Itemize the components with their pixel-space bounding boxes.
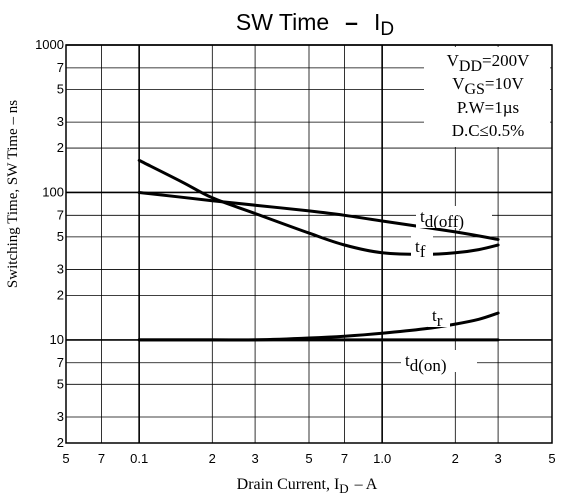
x-tick-label-7: 1.0 <box>373 451 391 466</box>
y-tick-label-7: 5 <box>57 229 64 244</box>
x-tick-label-9: 3 <box>494 451 501 466</box>
condition-0: VDD=200V <box>447 51 530 75</box>
x-tick-label-0: 5 <box>62 451 69 466</box>
y-tick-label-11: 7 <box>57 355 64 370</box>
y-tick-label-9: 2 <box>57 288 64 303</box>
conditions-box <box>424 47 550 147</box>
series-label-knockout-1 <box>411 236 433 258</box>
plot-frame <box>65 44 553 444</box>
series-label-knockout-3 <box>401 350 477 372</box>
y-tick-label-0: 1000 <box>35 37 64 52</box>
series-line-tf <box>137 158 500 256</box>
y-tick-label-6: 7 <box>57 207 64 222</box>
y-tick-label-5: 100 <box>42 184 64 199</box>
series-line-tdoff <box>137 191 500 241</box>
x-tick-label-8: 2 <box>452 451 459 466</box>
series-labels: td(off) tf tr td(on) <box>401 206 492 375</box>
x-tick-label-5: 5 <box>305 451 312 466</box>
y-tick-label-3: 3 <box>57 114 64 129</box>
x-axis-label: Drain Current, ID – A <box>237 476 378 496</box>
y-tick-label-1: 7 <box>57 60 64 75</box>
condition-3: D.C≤0.5% <box>452 121 525 140</box>
series-curves <box>137 158 500 342</box>
y-tick-label-12: 5 <box>57 376 64 391</box>
series-label-knockout-2 <box>428 305 450 327</box>
y-tick-label-2: 5 <box>57 81 64 96</box>
condition-1: VGS=10V <box>452 74 524 98</box>
x-tick-label-3: 2 <box>209 451 216 466</box>
y-tick-label-10: 10 <box>50 332 64 347</box>
series-label-tr: tr <box>432 306 443 330</box>
tick-labels: 5 7 0.1 2 3 5 7 1.0 2 3 5 1000 7 5 3 2 100 7 5 3 2 10 7 5 3 2 <box>35 37 556 466</box>
y-tick-label-13: 3 <box>57 409 64 424</box>
x-tick-label-1: 7 <box>98 451 105 466</box>
y-axis-label: Switching Time, SW Time – ns <box>5 100 21 288</box>
x-tick-label-2: 0.1 <box>130 451 148 466</box>
x-tick-label-4: 3 <box>251 451 258 466</box>
y-tick-label-14: 2 <box>57 435 64 450</box>
series-label-tf: tf <box>415 237 426 261</box>
condition-2: P.W=1µs <box>457 98 519 117</box>
y-tick-label-8: 3 <box>57 262 64 277</box>
y-tick-label-4: 2 <box>57 140 64 155</box>
series-label-tdoff: td(off) <box>420 207 464 231</box>
x-tick-label-10: 5 <box>548 451 555 466</box>
chart-title: SW Time – ID <box>236 9 394 40</box>
series-label-tdon: td(on) <box>405 351 447 375</box>
series-label-knockout-0 <box>416 206 492 228</box>
x-tick-label-6: 7 <box>341 451 348 466</box>
